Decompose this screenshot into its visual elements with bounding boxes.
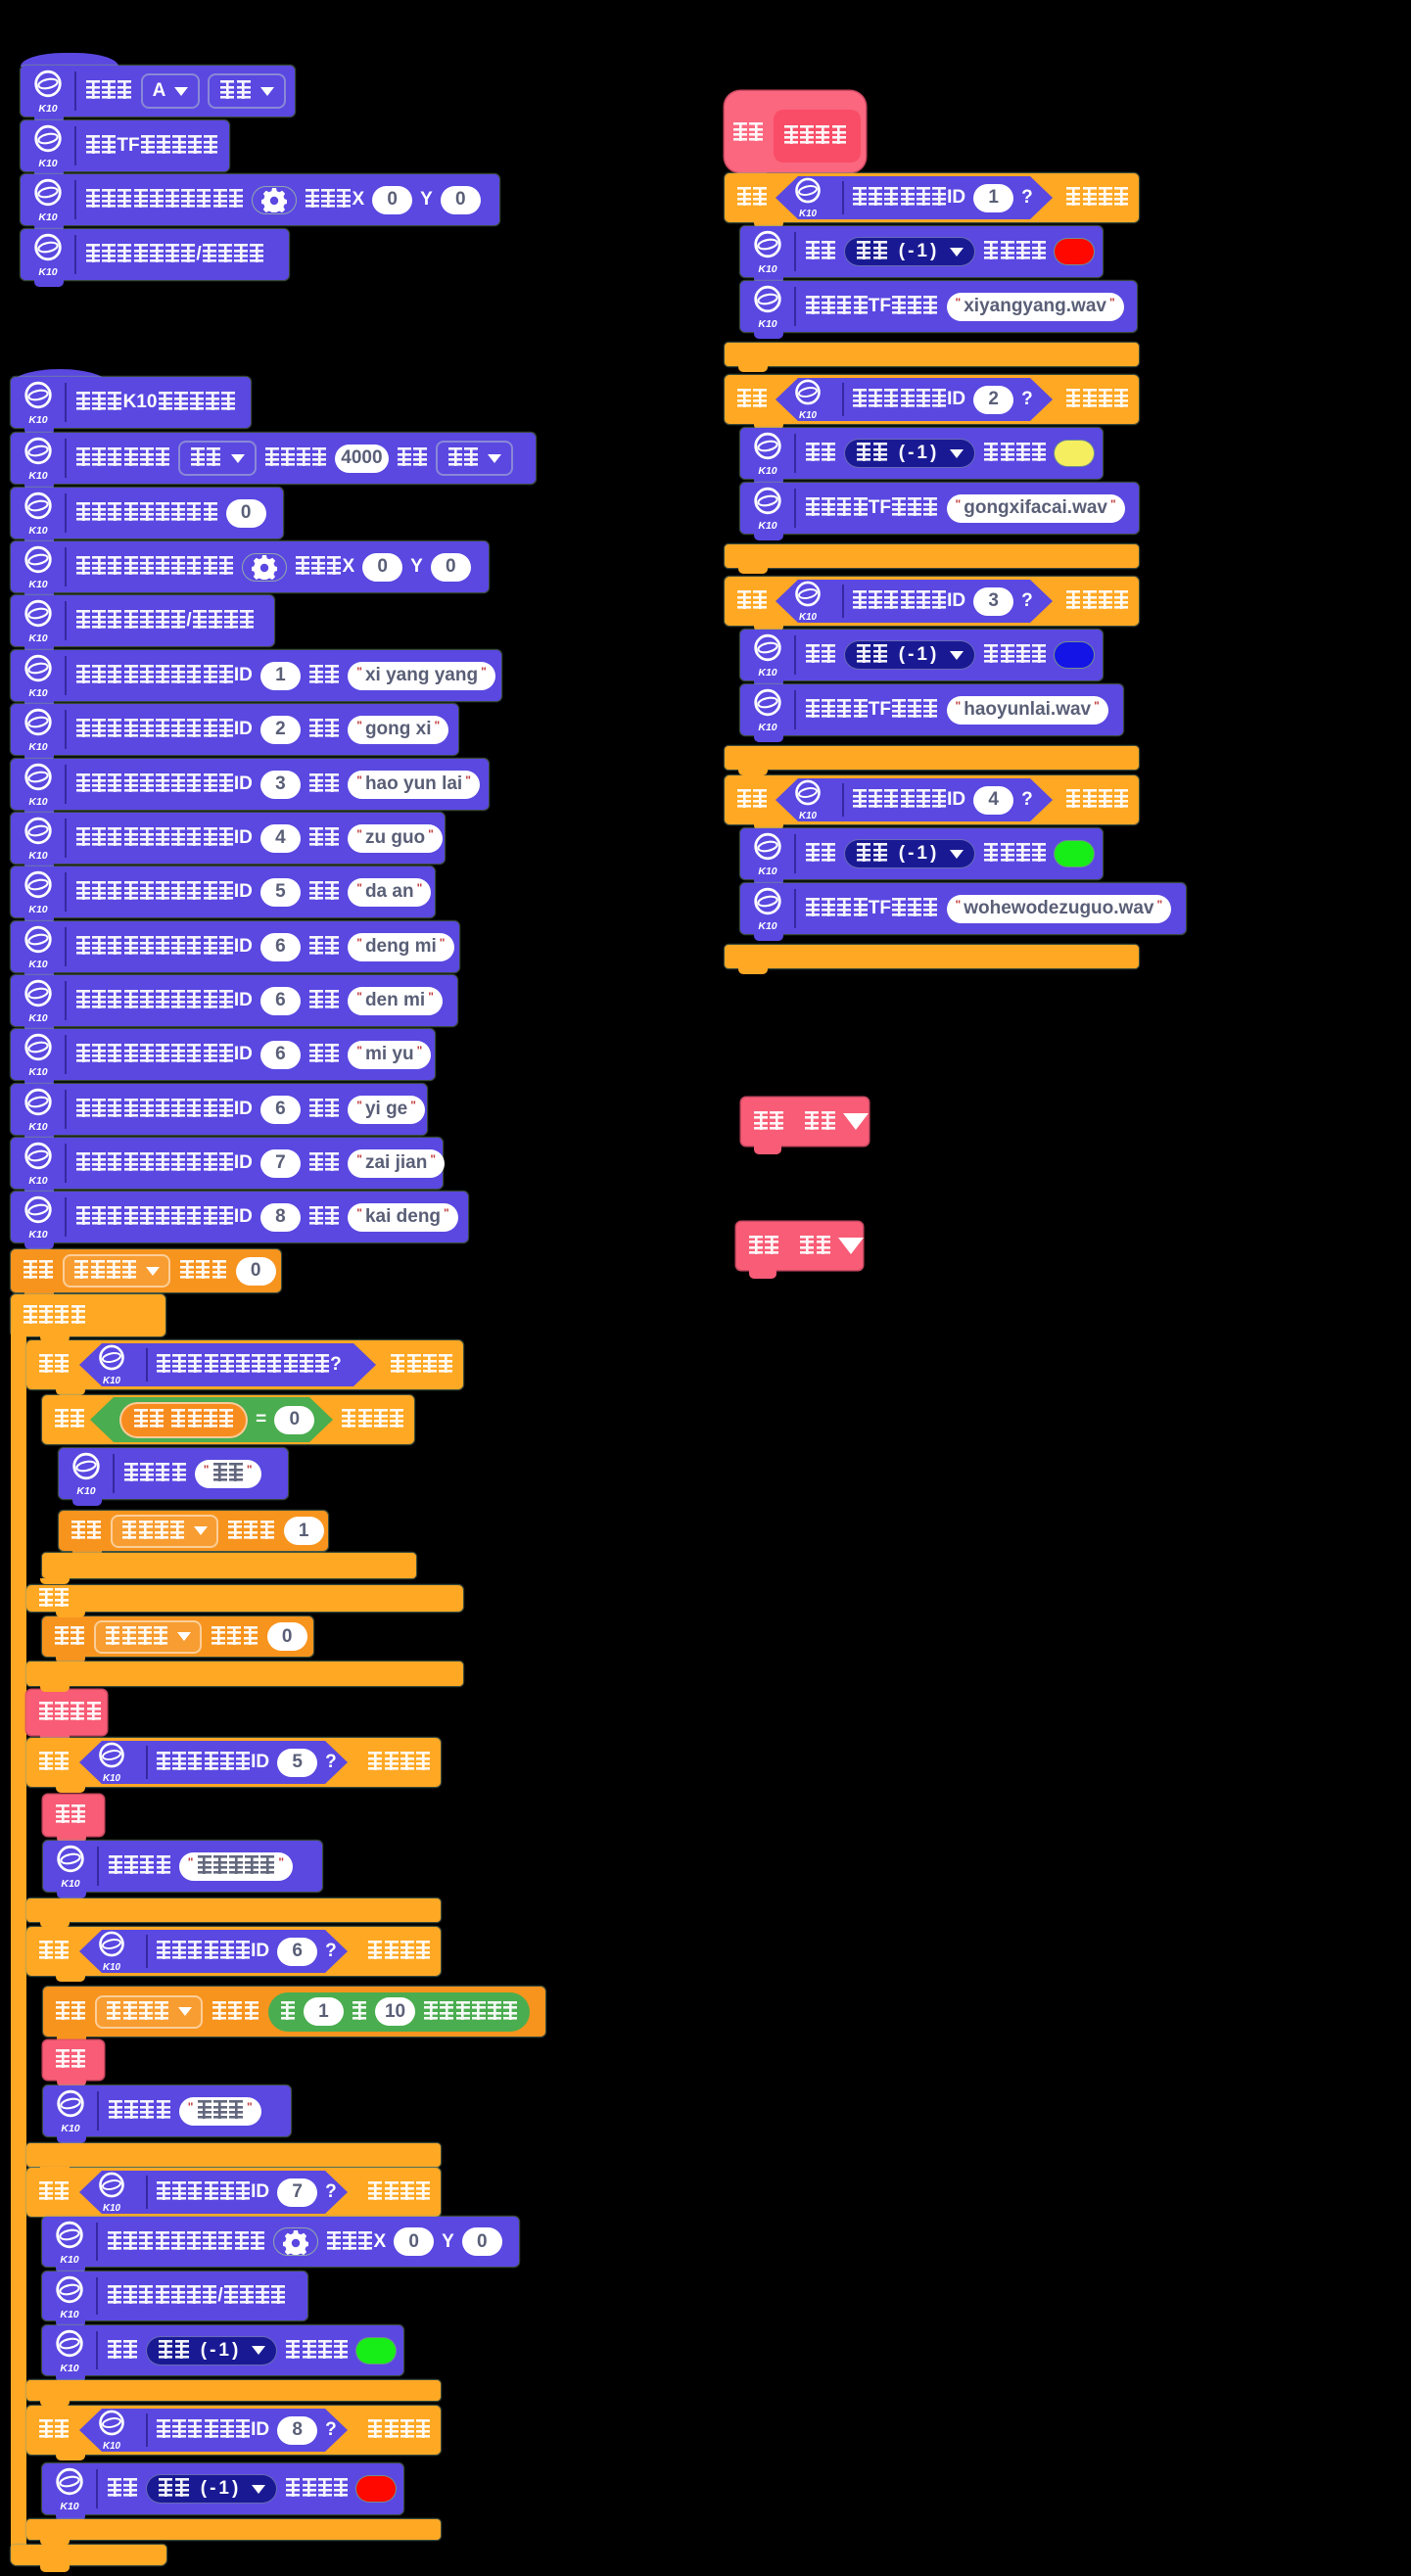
- svg-text:K10: K10: [76, 1485, 95, 1497]
- svg-text:K10: K10: [38, 158, 57, 169]
- svg-text:K10: K10: [28, 579, 47, 590]
- svg-text:K10: K10: [28, 1012, 47, 1024]
- svg-text:K10: K10: [38, 266, 57, 278]
- svg-text:K10: K10: [28, 741, 47, 753]
- svg-text:K10: K10: [758, 920, 776, 932]
- svg-text:K10: K10: [61, 2123, 79, 2134]
- svg-text:K10: K10: [28, 525, 47, 537]
- svg-text:K10: K10: [799, 410, 818, 421]
- svg-text:K10: K10: [28, 850, 47, 862]
- svg-text:K10: K10: [758, 318, 776, 330]
- svg-text:K10: K10: [38, 103, 57, 115]
- svg-text:K10: K10: [28, 1175, 47, 1187]
- svg-text:K10: K10: [28, 904, 47, 915]
- svg-text:K10: K10: [103, 1376, 121, 1386]
- svg-text:K10: K10: [799, 811, 818, 821]
- svg-text:K10: K10: [28, 414, 47, 426]
- svg-text:K10: K10: [60, 2363, 78, 2374]
- svg-text:K10: K10: [28, 959, 47, 970]
- svg-text:K10: K10: [28, 687, 47, 699]
- svg-text:K10: K10: [799, 612, 818, 623]
- svg-text:K10: K10: [758, 263, 776, 275]
- svg-text:K10: K10: [103, 2441, 121, 2452]
- svg-text:K10: K10: [61, 1878, 79, 1890]
- svg-text:K10: K10: [758, 667, 776, 679]
- svg-text:K10: K10: [799, 209, 818, 219]
- svg-text:K10: K10: [38, 211, 57, 223]
- svg-text:K10: K10: [103, 2203, 121, 2214]
- svg-text:K10: K10: [28, 1121, 47, 1133]
- svg-text:K10: K10: [103, 1962, 121, 1973]
- svg-text:K10: K10: [28, 1229, 47, 1241]
- svg-text:K10: K10: [758, 722, 776, 733]
- svg-text:K10: K10: [28, 796, 47, 808]
- svg-text:K10: K10: [60, 2254, 78, 2266]
- svg-text:K10: K10: [758, 866, 776, 877]
- svg-text:K10: K10: [60, 2501, 78, 2512]
- svg-text:K10: K10: [28, 632, 47, 644]
- svg-text:K10: K10: [28, 1066, 47, 1078]
- svg-text:K10: K10: [758, 520, 776, 532]
- svg-text:K10: K10: [60, 2309, 78, 2320]
- svg-text:K10: K10: [103, 1773, 121, 1784]
- svg-text:K10: K10: [28, 470, 47, 482]
- svg-text:K10: K10: [758, 465, 776, 477]
